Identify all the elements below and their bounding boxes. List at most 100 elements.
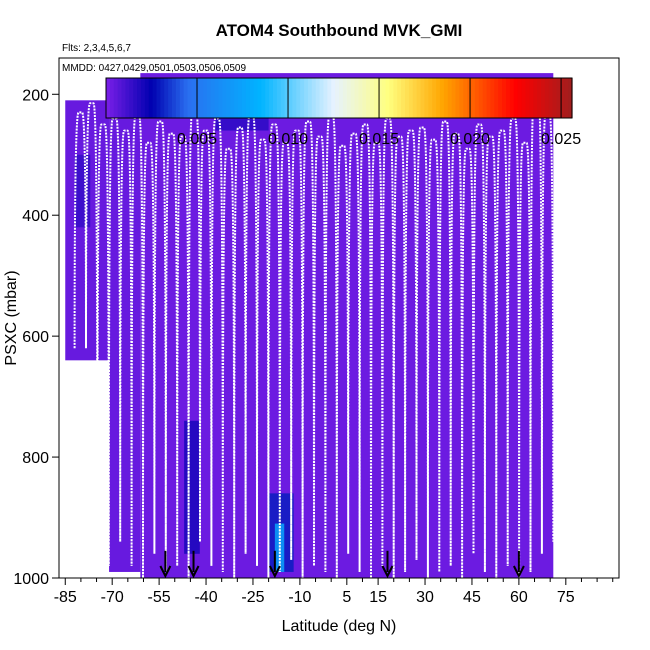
colorbar-tick-label: 0.020 — [450, 131, 490, 148]
colorbar-cell — [140, 78, 146, 118]
x-tick-label: 45 — [463, 589, 481, 606]
colorbar-cell — [129, 78, 134, 118]
colorbar-cell — [540, 78, 546, 118]
colorbar-cell — [548, 78, 554, 118]
colorbar-cell — [451, 78, 457, 118]
colorbar-cell — [525, 78, 530, 118]
colorbar-cell — [234, 78, 239, 118]
colorbar-cell — [269, 78, 274, 118]
colorbar-cell — [490, 78, 495, 118]
colorbar-cell — [257, 78, 262, 118]
colorbar-cell — [137, 78, 142, 118]
colorbar-cell — [521, 78, 526, 118]
field-region — [109, 100, 141, 572]
colorbar-cell — [245, 78, 251, 118]
colorbar-cell — [447, 78, 453, 118]
colorbar-cell — [432, 78, 437, 118]
colorbar-cell — [358, 78, 363, 118]
colorbar-cell — [428, 78, 433, 118]
colorbar-cell — [564, 78, 569, 118]
colorbar-cell — [307, 78, 313, 118]
colorbar-cell — [463, 78, 468, 118]
colorbar-cell — [276, 78, 282, 118]
y-tick-label: 200 — [22, 87, 49, 104]
colorbar-cell — [478, 78, 484, 118]
colorbar-cell — [125, 78, 130, 118]
colorbar-cell — [183, 78, 189, 118]
colorbar-cell — [109, 78, 115, 118]
colorbar-cell — [412, 78, 418, 118]
y-tick-label: 1000 — [13, 571, 49, 588]
colorbar-cell — [195, 78, 200, 118]
colorbar-cell — [533, 78, 538, 118]
colorbar-cell — [424, 78, 429, 118]
colorbar-cell — [292, 78, 297, 118]
colorbar-cell — [148, 78, 154, 118]
colorbar-cell — [117, 78, 123, 118]
colorbar-cell — [350, 78, 356, 118]
colorbar-cell — [474, 78, 480, 118]
colorbar-cell — [261, 78, 266, 118]
colorbar-cell — [226, 78, 231, 118]
colorbar-cell — [443, 78, 449, 118]
colorbar-cell — [253, 78, 259, 118]
colorbar-cell — [300, 78, 305, 118]
x-tick-label: -70 — [101, 589, 124, 606]
colorbar-cell — [560, 78, 565, 118]
x-tick-label: 15 — [369, 589, 387, 606]
y-tick-label: 600 — [22, 329, 49, 346]
arrow-head — [512, 565, 525, 579]
colorbar-cell — [296, 78, 301, 118]
colorbar-cell — [439, 78, 445, 118]
colorbar-tick-label: 0.010 — [268, 131, 308, 148]
colorbar-cell — [513, 78, 519, 118]
arrow-head — [381, 565, 394, 579]
colorbar-cell — [405, 78, 410, 118]
colorbar-tick-label: 0.005 — [177, 131, 217, 148]
dates-label: MMDD: 0427,0429,0501,0503,0506,0509 — [62, 63, 246, 74]
colorbar-cell — [288, 78, 293, 118]
colorbar-cell — [238, 78, 243, 118]
y-tick-label: 800 — [22, 450, 49, 467]
field-anomaly — [74, 154, 91, 228]
colorbar-cell — [164, 78, 169, 118]
colorbar-cell — [203, 78, 208, 118]
colorbar-cell — [416, 78, 422, 118]
colorbar-cell — [304, 78, 309, 118]
flights-label: Flts: 2,3,4,5,6,7 — [62, 43, 131, 54]
colorbar-cell — [272, 78, 278, 118]
colorbar-cell — [230, 78, 235, 118]
colorbar-cell — [172, 78, 177, 118]
colorbar-cell — [113, 78, 119, 118]
colorbar-cell — [544, 78, 550, 118]
colorbar-cell — [222, 78, 227, 118]
flight-profiles — [73, 90, 555, 578]
colorbar-cell — [156, 78, 161, 118]
chart-title: ATOM4 Southbound MVK_GMI — [216, 21, 463, 40]
colorbar-cell — [401, 78, 406, 118]
colorbar-cell — [315, 78, 321, 118]
colorbar-cell — [265, 78, 270, 118]
x-axis: -85 -70 -55 -40 -25 -10 5 15 30 45 60 75 — [54, 578, 614, 606]
colorbar-cell — [168, 78, 173, 118]
x-tick-label: -40 — [194, 589, 217, 606]
colorbar-cell — [537, 78, 542, 118]
colorbar-cell — [342, 78, 348, 118]
x-tick-label: -25 — [241, 589, 264, 606]
colorbar-cell — [505, 78, 511, 118]
colorbar-cell — [121, 78, 127, 118]
colorbar-cell — [385, 78, 391, 118]
colorbar-cell — [206, 78, 212, 118]
y-axis: 200 400 600 800 1000 — [13, 87, 59, 588]
colorbar-cell — [249, 78, 255, 118]
colorbar-cell — [568, 78, 573, 118]
x-tick-label: 75 — [557, 589, 575, 606]
colorbar-cell — [552, 78, 558, 118]
colorbar-cell — [191, 78, 196, 118]
colorbar-cell — [346, 78, 352, 118]
colorbar-cell — [106, 78, 111, 118]
x-tick-label: -85 — [54, 589, 77, 606]
colorbar-cell — [408, 78, 414, 118]
arrow-head — [268, 565, 281, 579]
